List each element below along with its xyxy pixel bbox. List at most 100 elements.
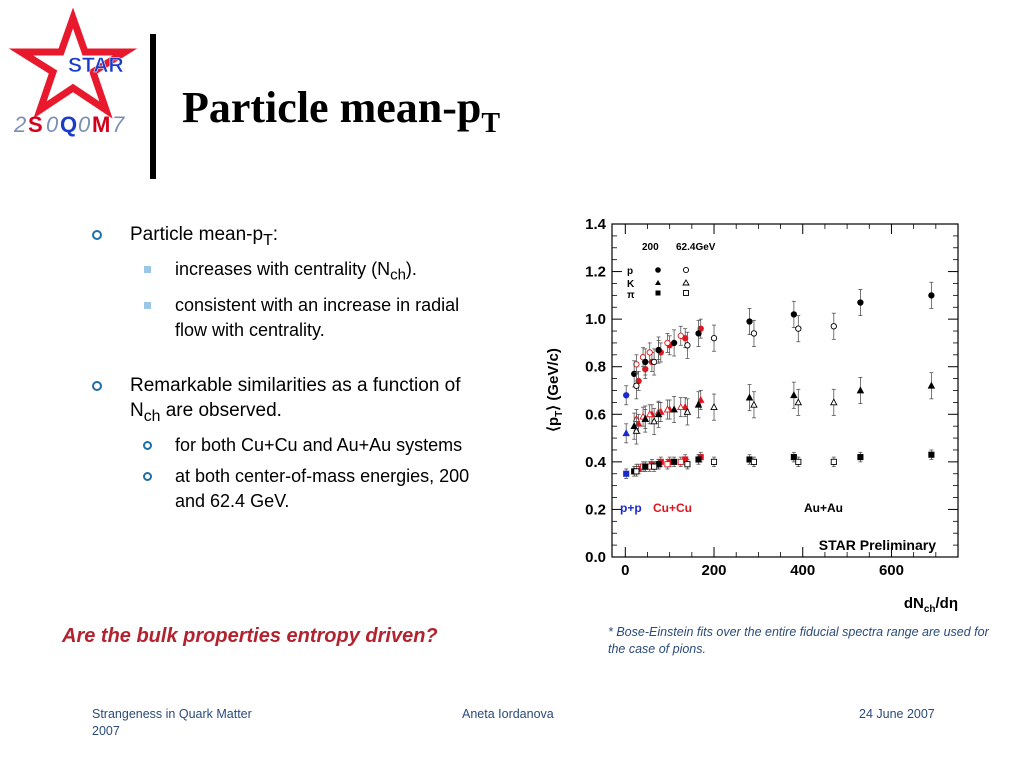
data-point-proton: [795, 325, 802, 332]
data-point-proton: [633, 382, 640, 389]
star-preliminary-annotation: STAR Preliminary: [819, 537, 936, 553]
legend-pi-200-marker: [655, 290, 661, 296]
question-text: Are the bulk properties entropy driven?: [62, 625, 438, 647]
data-point-kaon: [696, 395, 705, 403]
legend-header-62: 62.4GeV: [676, 242, 716, 253]
data-point-pion: [710, 458, 718, 465]
y-tick-label: 0.6: [585, 406, 606, 423]
data-point-pion: [857, 454, 864, 461]
y-tick-label: 0.4: [585, 454, 607, 471]
system-label-auau: Au+Au: [804, 501, 843, 515]
sub-bullet-radial-flow: consistent with an increase in radial fl…: [130, 293, 492, 343]
data-point-kaon: [694, 400, 703, 408]
data-point-kaon: [630, 422, 638, 430]
data-point-proton: [655, 346, 662, 354]
data-point-kaon: [927, 381, 936, 389]
data-point-kaon: [750, 400, 758, 408]
x-tick-label: 0: [621, 562, 629, 579]
svg-text:0: 0: [78, 112, 91, 137]
data-point-proton: [664, 339, 671, 347]
y-tick-label: 0.8: [585, 359, 606, 376]
data-point-pion: [623, 470, 630, 477]
mean-pt-chart: 0.0 0.2 0.4 0.6 0.8 1.0 1.2 1.4 0 200 400 600 ⟨pT⟩ …: [545, 216, 959, 615]
y-tick-label: 1.4: [585, 216, 607, 233]
data-point-proton: [650, 358, 658, 366]
bullet-similarities: Remarkable similarities as a function of…: [92, 373, 492, 514]
y-tick-label: 1.0: [585, 311, 606, 328]
data-point-kaon: [650, 417, 658, 425]
data-point-kaon: [683, 407, 692, 415]
data-point-proton: [623, 392, 630, 399]
logo-star-text: STAR: [68, 54, 124, 77]
footer-date: 24 June 2007: [859, 707, 935, 721]
data-point-kaon: [663, 405, 672, 413]
data-point-pion: [677, 458, 684, 465]
data-point-kaon: [745, 393, 754, 401]
sub-bullet-centrality: increases with centrality (Nch).: [130, 257, 492, 288]
data-point-kaon: [634, 419, 643, 427]
system-label-pp: p+p: [620, 501, 642, 515]
data-point-proton: [646, 349, 653, 356]
x-tick-label: 600: [879, 562, 904, 579]
data-point-kaon: [645, 410, 654, 418]
data-point-pion: [671, 458, 678, 465]
legend-row-pi: π: [627, 290, 635, 301]
slide-title: Particle mean-pT: [182, 83, 501, 139]
data-point-pion: [795, 458, 802, 465]
system-label-cucu: Cu+Cu: [653, 501, 692, 515]
data-point-kaon: [830, 398, 838, 406]
data-point-proton: [857, 299, 864, 306]
data-point-kaon: [677, 402, 685, 411]
data-point-kaon: [710, 402, 718, 411]
data-point-proton: [750, 330, 758, 337]
svg-text:S: S: [28, 112, 43, 137]
data-point-kaon: [856, 386, 865, 394]
data-point-kaon: [794, 398, 803, 406]
data-point-proton: [684, 342, 691, 349]
x-tick-label: 400: [790, 562, 815, 579]
legend-row-k: K: [627, 279, 635, 290]
star-sqm-logo: STAR 2 S 0 Q 0 M 7: [8, 8, 138, 137]
data-point-pion: [633, 468, 640, 475]
data-point-pion: [664, 461, 671, 468]
data-point-proton: [633, 361, 640, 368]
legend-p-62-marker: [682, 266, 690, 274]
legend-k-200-marker: [655, 280, 661, 285]
data-point-pion: [695, 456, 702, 463]
data-point-proton: [710, 335, 718, 342]
sub-bullet-energies: at both center-of-mass energies, 200 and…: [130, 464, 492, 514]
data-point-proton: [642, 358, 649, 366]
data-point-kaon: [670, 405, 678, 413]
data-point-pion: [830, 458, 837, 465]
bullet-mean-pt: Particle mean-pT: increases with central…: [92, 222, 492, 343]
data-point-pion: [928, 451, 935, 458]
footnote: * Bose-Einstein fits over the entire fid…: [608, 625, 989, 656]
legend-k-62-marker: [682, 279, 690, 286]
y-tick-label: 0.0: [585, 549, 606, 566]
data-point-proton: [928, 292, 935, 299]
y-tick-label: 0.2: [585, 501, 606, 518]
bullet-list: Particle mean-pT: increases with central…: [92, 222, 492, 532]
legend-pi-62-marker: [683, 290, 689, 296]
legend-header-200: 200: [642, 242, 659, 253]
data-point-proton: [790, 311, 798, 318]
data-point-proton: [670, 339, 678, 347]
footer-author: Aneta Iordanova: [462, 707, 554, 721]
data-point-kaon: [622, 429, 630, 437]
data-point-pion: [651, 463, 658, 470]
svg-text:M: M: [92, 112, 110, 137]
legend: 200 62.4GeV p K π: [627, 242, 716, 301]
data-point-proton: [830, 323, 837, 330]
data-point-proton: [677, 332, 684, 339]
data-point-proton: [695, 330, 702, 337]
title-divider: [150, 34, 156, 179]
svg-text:2: 2: [13, 112, 26, 137]
legend-p-200-marker: [655, 267, 661, 273]
data-point-pion: [642, 463, 649, 470]
data-point-kaon: [641, 414, 650, 422]
data-point-pion: [684, 461, 691, 468]
svg-text:0: 0: [46, 112, 59, 137]
red-star-icon: [8, 8, 138, 119]
data-point-pion: [750, 458, 757, 465]
logo-conference-text: 2 S 0 Q 0 M 7: [13, 112, 125, 137]
